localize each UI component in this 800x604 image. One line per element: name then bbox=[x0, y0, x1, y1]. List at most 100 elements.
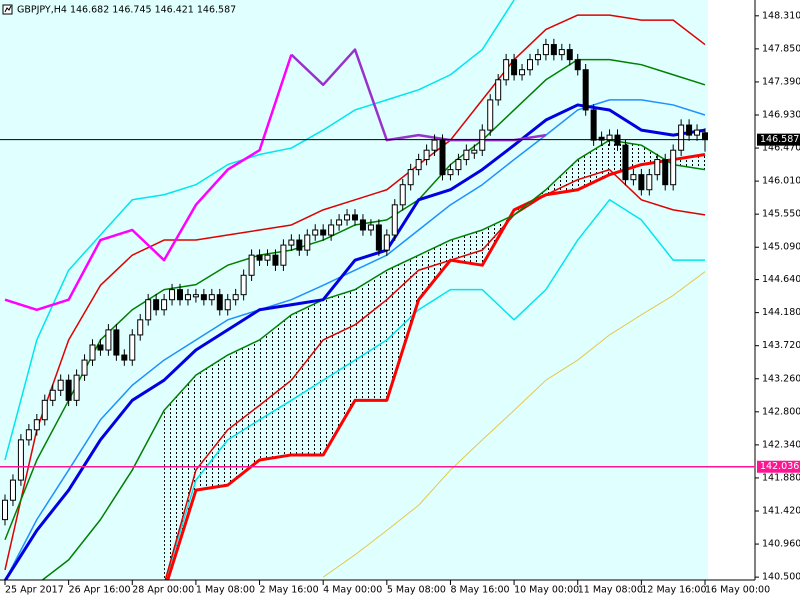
candle-body bbox=[375, 224, 382, 251]
candle-body bbox=[606, 134, 613, 141]
candle-body bbox=[352, 214, 358, 221]
indicator-line bbox=[164, 199, 705, 580]
y-tick-label: 146.470 bbox=[762, 143, 800, 154]
candle-body bbox=[264, 254, 271, 261]
y-tick-label: 147.390 bbox=[762, 76, 800, 87]
candle-body bbox=[121, 354, 128, 361]
candle-body bbox=[145, 299, 152, 321]
y-tick-label: 141.880 bbox=[762, 472, 800, 483]
candle-body bbox=[129, 334, 136, 361]
y-tick-label: 145.090 bbox=[762, 242, 800, 253]
x-tick-label: 16 May 00:00 bbox=[705, 585, 770, 596]
indicator-line bbox=[290, 48, 547, 142]
x-tick-label: 5 May 08:00 bbox=[387, 585, 446, 596]
price-label: 146.587 bbox=[760, 134, 799, 145]
candle-body bbox=[113, 329, 120, 356]
candle-body bbox=[455, 159, 462, 171]
candle-body bbox=[550, 44, 557, 56]
candle-body bbox=[57, 379, 64, 391]
candle-body bbox=[487, 99, 494, 131]
chart-title: GBPJPY,H4 146.682 146.745 146.421 146.58… bbox=[17, 5, 236, 16]
x-tick-label: 10 May 00:00 bbox=[514, 585, 579, 596]
candle-body bbox=[415, 159, 422, 171]
y-tick-label: 148.310 bbox=[762, 10, 800, 21]
candle-body bbox=[192, 294, 199, 298]
candle-body bbox=[423, 149, 430, 161]
x-tick-label: 1 May 08:00 bbox=[196, 585, 255, 596]
candle-body bbox=[49, 389, 56, 401]
candle-body bbox=[256, 254, 263, 261]
candle-body bbox=[662, 159, 669, 186]
candle-body bbox=[2, 499, 8, 521]
y-tick-label: 143.260 bbox=[762, 373, 800, 384]
x-tick-label: 11 May 08:00 bbox=[578, 585, 643, 596]
chart-icon-glyph bbox=[4, 5, 12, 13]
candle-body bbox=[81, 359, 88, 376]
price-label-box bbox=[757, 460, 800, 473]
candle-body bbox=[367, 224, 374, 231]
candle-body bbox=[582, 69, 589, 111]
candle-body bbox=[479, 129, 486, 151]
candle-body bbox=[216, 294, 223, 311]
candle-body bbox=[280, 244, 287, 266]
candle-body bbox=[638, 174, 645, 191]
candle-body bbox=[9, 479, 16, 501]
x-tick-label: 12 May 16:00 bbox=[641, 585, 706, 596]
candle-body bbox=[614, 134, 621, 146]
candle-body bbox=[41, 399, 48, 421]
y-tick-label: 147.850 bbox=[762, 43, 800, 54]
candle-body bbox=[240, 274, 247, 296]
candle-body bbox=[328, 224, 335, 236]
candle-body bbox=[622, 144, 629, 181]
indicator-line bbox=[322, 271, 706, 578]
candle-body bbox=[33, 419, 40, 431]
candle-body bbox=[224, 299, 231, 311]
candle-body bbox=[304, 234, 311, 251]
y-tick-label: 143.720 bbox=[762, 340, 800, 351]
candle-body bbox=[169, 289, 176, 301]
candle-body bbox=[248, 254, 255, 276]
candle-body bbox=[566, 49, 573, 61]
candle-body bbox=[336, 219, 343, 226]
candle-body bbox=[527, 59, 533, 71]
candle-body bbox=[558, 49, 565, 56]
y-tick-label: 146.930 bbox=[762, 109, 800, 120]
candle-body bbox=[463, 149, 470, 161]
candle-body bbox=[503, 59, 510, 81]
candle-body bbox=[288, 239, 295, 246]
candle-body bbox=[17, 439, 24, 481]
price-label-box bbox=[757, 133, 800, 146]
y-tick-label: 142.340 bbox=[762, 439, 800, 450]
candle-body bbox=[65, 379, 72, 401]
candle-body bbox=[105, 329, 112, 351]
ichimoku-cloud bbox=[164, 140, 705, 580]
candle-body bbox=[153, 299, 160, 311]
candle-body bbox=[678, 124, 685, 151]
indicator-line bbox=[41, 139, 706, 580]
candle-body bbox=[686, 124, 693, 136]
candle-body bbox=[25, 429, 32, 441]
y-tick-label: 142.800 bbox=[762, 406, 800, 417]
candle-body bbox=[383, 234, 390, 251]
x-tick-label: 8 May 16:00 bbox=[450, 585, 509, 596]
indicator-line bbox=[4, 14, 706, 571]
candle-body bbox=[511, 59, 518, 76]
y-tick-label: 141.420 bbox=[762, 506, 800, 517]
candle-body bbox=[654, 159, 661, 176]
candle-body bbox=[590, 109, 597, 141]
candle-body bbox=[542, 44, 549, 56]
candle-body bbox=[200, 294, 207, 301]
candle-body bbox=[312, 229, 319, 236]
candle-body bbox=[646, 174, 653, 191]
x-tick-label: 4 May 00:00 bbox=[323, 585, 382, 596]
candle-body bbox=[495, 79, 502, 101]
y-tick-label: 146.010 bbox=[762, 176, 800, 187]
candle-body bbox=[137, 319, 144, 336]
candle-body bbox=[73, 374, 80, 401]
x-tick-label: 28 Apr 00:00 bbox=[132, 585, 194, 596]
x-tick-label: 26 Apr 16:00 bbox=[69, 585, 131, 596]
candle-body bbox=[574, 59, 581, 71]
candle-body bbox=[670, 149, 677, 186]
